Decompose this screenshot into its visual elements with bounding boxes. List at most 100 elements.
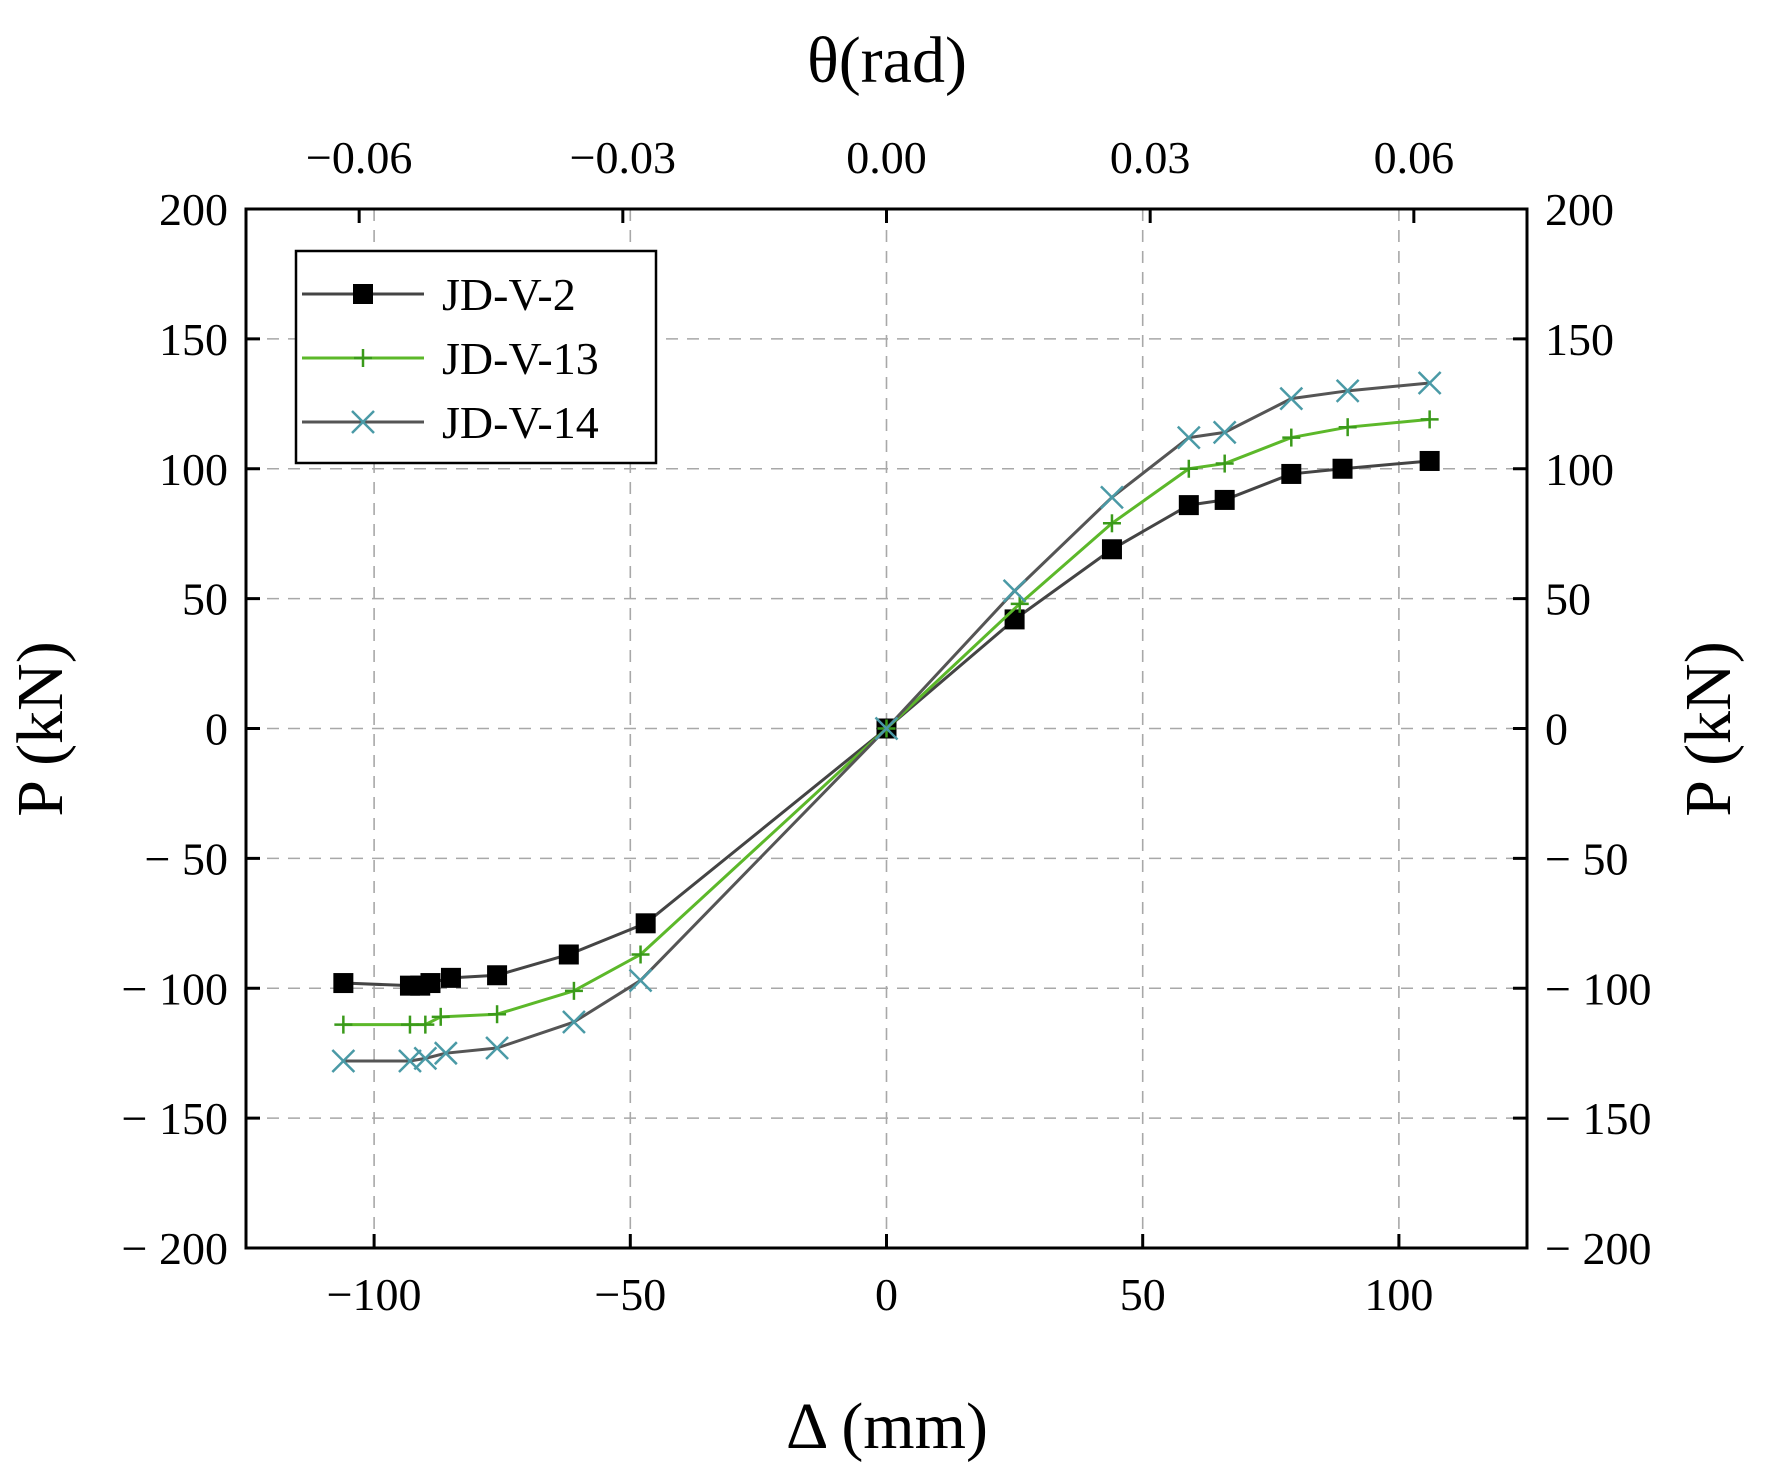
- y-tick-label: 50: [182, 574, 228, 625]
- y-tick-label-right: − 100: [1545, 963, 1651, 1014]
- marker-stroke: [433, 1041, 458, 1066]
- data-point: [1338, 418, 1357, 437]
- data-point: [413, 1046, 438, 1071]
- data-point: [1214, 489, 1235, 510]
- data-point: [440, 967, 461, 988]
- data-point: [487, 965, 508, 986]
- y-tick-label-right: 0: [1545, 704, 1568, 755]
- data-point: [1004, 609, 1025, 630]
- data-point: [433, 1041, 458, 1066]
- top-tick-label: −0.06: [306, 132, 412, 183]
- marker-stroke: [351, 410, 375, 434]
- data-point: [1100, 485, 1124, 510]
- x-tick-label: −100: [327, 1269, 422, 1320]
- marker-stroke: [413, 1046, 438, 1071]
- data-point: [558, 944, 579, 965]
- marker-stroke: [562, 1010, 586, 1034]
- data-point: [398, 1049, 422, 1073]
- data-point: [485, 1036, 509, 1060]
- marker-stroke: [1100, 485, 1124, 510]
- data-point: [1178, 495, 1199, 516]
- data-point: [631, 945, 650, 964]
- ticks-layer: −100 −50 0 50 100 −0.06 −0.03 0.00 0.03 0.06 200 20…: [122, 132, 1652, 1320]
- data-point: [564, 981, 583, 1000]
- top-tick-label: 0.06: [1374, 132, 1455, 183]
- data-point: [334, 1015, 353, 1034]
- y-axis-title: P (kN): [4, 641, 77, 816]
- top-tick-label: 0.00: [846, 132, 927, 183]
- data-point: [331, 1049, 356, 1073]
- y-tick-label-right: 50: [1545, 574, 1591, 625]
- y-tick-label: − 50: [145, 833, 228, 884]
- marker-stroke: [1002, 578, 1027, 603]
- data-point: [416, 1015, 435, 1034]
- data-point: [1279, 386, 1304, 411]
- top-tick-label: −0.03: [570, 132, 676, 183]
- data-point: [1101, 539, 1122, 560]
- legend-label: JD-V-14: [442, 397, 599, 448]
- legend-marker: [354, 349, 372, 367]
- data-point: [628, 968, 653, 993]
- data-point: [1002, 578, 1027, 603]
- marker-stroke: [331, 1049, 356, 1073]
- data-point: [562, 1010, 586, 1034]
- y-tick-label-right: 100: [1545, 444, 1614, 495]
- legend-label: JD-V-2: [442, 269, 576, 320]
- marker-stroke: [1335, 378, 1360, 403]
- marker-stroke: [874, 716, 899, 741]
- data-point: [874, 716, 899, 741]
- data-point: [1102, 514, 1121, 533]
- series-layer: [331, 371, 1442, 1073]
- data-point: [1176, 425, 1201, 450]
- y-tick-label: − 150: [122, 1093, 228, 1144]
- marker-stroke: [1417, 371, 1442, 395]
- top-tick-label: 0.03: [1110, 132, 1191, 183]
- data-point: [488, 1005, 507, 1024]
- data-point: [1215, 454, 1234, 473]
- y-tick-label: 200: [159, 184, 228, 235]
- grid-layer: [246, 209, 1527, 1248]
- data-point: [1212, 420, 1237, 445]
- marker-stroke: [1176, 425, 1201, 450]
- data-point: [1282, 428, 1301, 447]
- data-point: [635, 913, 656, 934]
- y-tick-label-right: 200: [1545, 184, 1614, 235]
- y-tick-label-right: − 50: [1545, 833, 1628, 884]
- legend-marker: [351, 410, 375, 434]
- y-tick-label: 100: [159, 444, 228, 495]
- marker-stroke: [485, 1036, 509, 1060]
- x-tick-label: 50: [1120, 1269, 1166, 1320]
- legend: JD-V-2 JD-V-13 JD-V-14: [294, 249, 658, 465]
- x-tick-label: −50: [594, 1269, 666, 1320]
- y-tick-label-right: − 200: [1545, 1223, 1651, 1274]
- y-tick-label-right: − 150: [1545, 1093, 1651, 1144]
- data-point: [1010, 594, 1029, 613]
- data-point: [1335, 378, 1360, 403]
- data-point: [1332, 458, 1353, 479]
- data-point: [1179, 459, 1198, 478]
- data-point: [431, 1007, 450, 1026]
- data-point: [1419, 450, 1440, 471]
- y-tick-label-right: 150: [1545, 314, 1614, 365]
- data-point: [400, 1015, 419, 1034]
- x-tick-label: 0: [875, 1269, 898, 1320]
- y-tick-label: 150: [159, 314, 228, 365]
- top-axis-title: θ(rad): [807, 24, 967, 97]
- data-point: [1420, 410, 1439, 429]
- series-JD-V-14: [331, 371, 1442, 1073]
- data-point: [333, 973, 354, 994]
- legend-marker: [353, 284, 373, 304]
- y-tick-label: 0: [205, 704, 228, 755]
- data-point: [1417, 371, 1442, 395]
- y-tick-label: − 200: [122, 1223, 228, 1274]
- marker-stroke: [1212, 420, 1237, 445]
- y-axis-title-right: P (kN): [1672, 641, 1745, 816]
- legend-label: JD-V-13: [442, 333, 599, 384]
- x-tick-label: 100: [1364, 1269, 1433, 1320]
- data-point: [420, 973, 441, 994]
- marker-stroke: [398, 1049, 422, 1073]
- data-point: [1281, 463, 1302, 484]
- marker-stroke: [628, 968, 653, 993]
- y-tick-label: − 100: [122, 963, 228, 1014]
